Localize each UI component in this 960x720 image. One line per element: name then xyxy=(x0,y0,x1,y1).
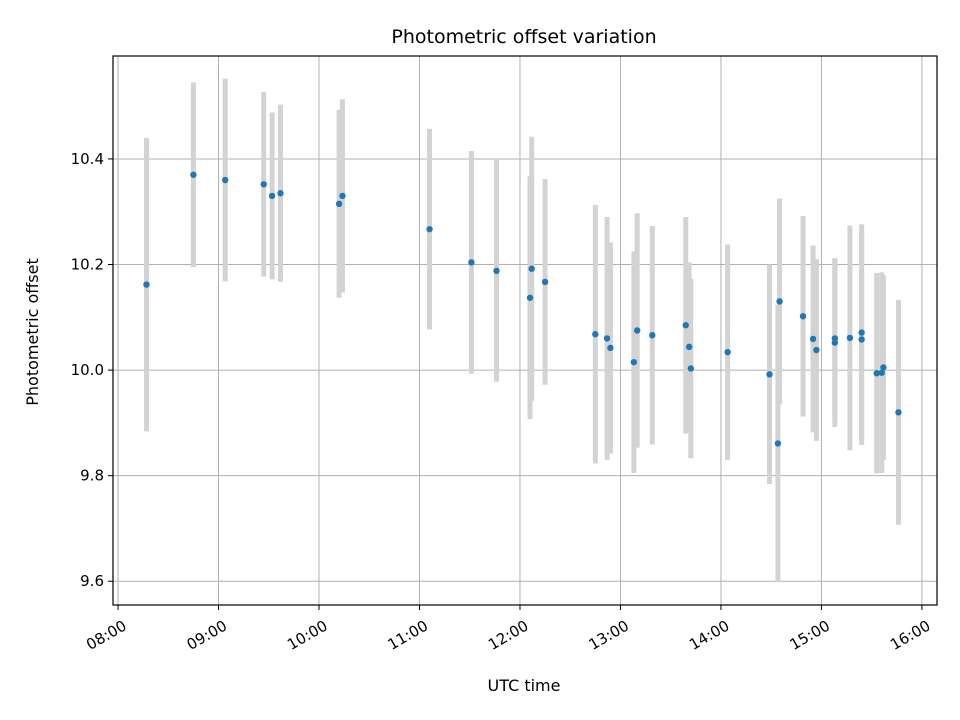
data-point xyxy=(528,265,535,272)
data-point xyxy=(858,336,865,343)
data-point xyxy=(766,371,773,378)
data-point xyxy=(895,409,902,416)
data-point xyxy=(339,192,346,200)
y-tick-label: 9.6 xyxy=(80,572,104,590)
data-point xyxy=(880,364,887,371)
data-point xyxy=(724,348,731,356)
data-point xyxy=(630,358,638,366)
plot-frame xyxy=(112,55,938,606)
y-axis-label: Photometric offset xyxy=(23,258,42,406)
data-point xyxy=(858,329,865,336)
data-point xyxy=(592,330,599,338)
x-axis-label: UTC time xyxy=(488,676,561,695)
data-point xyxy=(774,440,782,447)
data-point xyxy=(607,344,614,352)
data-point xyxy=(143,281,150,288)
y-tick-label: 10.2 xyxy=(71,256,104,274)
data-point xyxy=(831,339,839,346)
data-point xyxy=(846,334,854,342)
grid-lines xyxy=(113,56,937,605)
data-point xyxy=(335,200,343,208)
data-point xyxy=(878,369,885,376)
y-tick-label: 9.8 xyxy=(80,467,104,485)
data-point xyxy=(776,298,783,305)
data-point xyxy=(682,322,689,329)
data-point xyxy=(685,343,693,351)
chart-title: Photometric offset variation xyxy=(391,26,656,48)
data-point xyxy=(277,190,284,197)
data-point xyxy=(260,181,267,188)
data-point xyxy=(687,365,695,372)
y-tick-label: 10.4 xyxy=(71,150,104,168)
data-points xyxy=(143,171,902,447)
data-point xyxy=(526,294,534,301)
data-point xyxy=(799,313,807,320)
data-point xyxy=(541,278,549,286)
data-point xyxy=(813,346,820,354)
data-point xyxy=(634,327,641,334)
y-axis-ticks: 9.6 9.8 10.0 10.2 10.4 xyxy=(71,150,113,590)
data-point xyxy=(809,335,817,343)
y-tick-label: 10.0 xyxy=(71,361,104,379)
data-point xyxy=(603,335,611,342)
data-point xyxy=(426,225,433,233)
data-point xyxy=(493,267,500,275)
data-point xyxy=(873,370,880,377)
data-point xyxy=(190,171,197,178)
data-point xyxy=(468,259,475,266)
data-point xyxy=(268,192,276,200)
data-point xyxy=(649,332,656,339)
data-point xyxy=(222,176,229,184)
